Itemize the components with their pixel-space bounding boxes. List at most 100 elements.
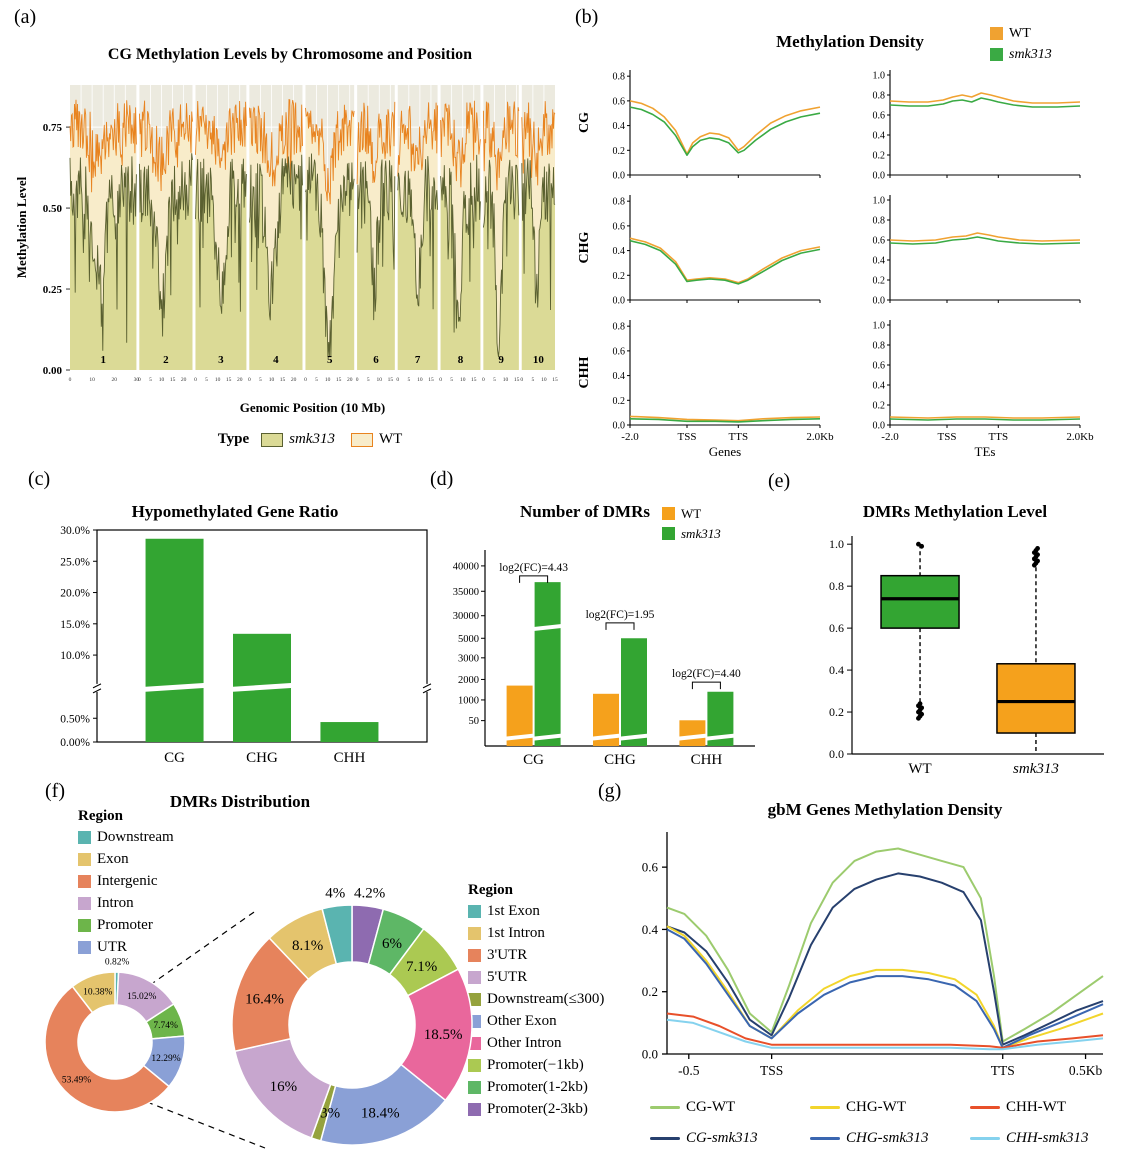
y-tick-label: 2000 [458, 675, 479, 686]
y-tick-label: 0.2 [829, 705, 844, 719]
x-tick-label: 30 [134, 377, 140, 383]
chromosome-track-7: 7 0 5 10 15 [396, 85, 439, 383]
y-tick-label: 1.0 [873, 321, 886, 332]
y-tick-label: 0.4 [613, 371, 626, 382]
x-category-label: CHG [246, 750, 278, 766]
x-tick-label: TTS [989, 431, 1009, 443]
chromosome-number: 1 [100, 354, 106, 366]
hypomethylated-gene-ratio-chart: 0.00% 0.50% 10.0% 15.0% 20.0% 25.0% 30.0% CG CHG… [60, 525, 432, 766]
x-tick-label: 10 [541, 377, 547, 383]
y-tick-label: 0.2 [613, 271, 626, 282]
y-tick-label: 0.2 [873, 276, 886, 287]
chromosome-number: 10 [533, 354, 545, 366]
outlier [916, 541, 921, 547]
panel-g-title: gbM Genes Methylation Density [767, 800, 1003, 819]
chromosome-number: 7 [415, 354, 421, 366]
legend-item: Downstream(≤300) [468, 990, 604, 1009]
legend-item: Promoter(2-3kb) [468, 1100, 604, 1119]
chromosome-number: 2 [163, 354, 169, 366]
y-tick-label: 0.50% [60, 713, 90, 725]
wt-line [521, 101, 556, 186]
x-axis-title: TEs [975, 444, 996, 459]
legend-item: Downstream [78, 828, 174, 847]
series-CHH-WT [666, 1012, 1104, 1049]
legend-label: 3'UTR [487, 947, 528, 963]
panel-d-title: Number of DMRs [519, 502, 650, 521]
legend-label: CHG-smk313 [846, 1130, 929, 1146]
chromosome-number: 5 [327, 354, 333, 366]
y-axis-title: Methylation Level [14, 176, 29, 278]
legend-item: Intron [78, 894, 174, 913]
legend-label: Intergenic [97, 873, 158, 889]
legend-label: Other Exon [487, 1013, 557, 1029]
y-tick-label: 30000 [453, 611, 479, 622]
slice-label: 15.02% [127, 992, 156, 1002]
legend-item: Promoter [78, 916, 174, 935]
legend-item: smk313 [261, 430, 335, 449]
x-tick-label: TTS [991, 1063, 1015, 1078]
legend-title: Type [217, 431, 250, 447]
slice-label: 6% [382, 936, 402, 952]
legend-items: 1st Exon 1st Intron 3'UTR 5'UTR Downstream(≤… [468, 902, 604, 1119]
legend-swatch [350, 432, 373, 447]
y-tick-label: 40000 [453, 561, 479, 572]
x-tick-label: 5 [493, 377, 496, 383]
axis-break-mark [422, 688, 432, 694]
dmr-count-legend: WT smk313 [662, 504, 721, 543]
y-tick-label: 5000 [458, 634, 479, 645]
chromosome-number: 3 [218, 354, 224, 366]
y-tick-label: 50 [469, 716, 480, 727]
bar-break [620, 733, 648, 741]
legend-swatch [78, 853, 91, 866]
legend-swatch [78, 831, 91, 844]
panel-a-title: CG Methylation Levels by Chromosome and … [107, 46, 473, 63]
legend-item: WT [662, 504, 721, 523]
small-slice-Exon [71, 971, 116, 1014]
legend-title: Region [78, 808, 123, 824]
legend-label: WT [681, 506, 702, 521]
legend-items: smk313 WT [261, 430, 402, 449]
y-tick-label: 0.4 [873, 381, 886, 392]
x-tick-label: 0 [194, 377, 197, 383]
y-tick-label: 20.0% [60, 588, 90, 600]
series-CG-WT [889, 92, 1081, 104]
legend-swatch [78, 875, 91, 888]
legend-item: 1st Exon [468, 902, 604, 921]
y-tick-label: 0.4 [642, 922, 659, 937]
y-tick-label: 1.0 [873, 71, 886, 82]
legend-item: Promoter(1-2kb) [468, 1078, 604, 1097]
y-tick-label: 0.8 [873, 216, 886, 227]
chromosome-track-6: 6 0 5 10 15 [356, 85, 396, 383]
x-category-label: CHG [604, 752, 636, 768]
slice-label: 16% [270, 1079, 298, 1095]
bar-CHH-WT [679, 720, 706, 746]
x-tick-label: 0 [439, 377, 442, 383]
series-CG-smk313 [889, 97, 1081, 108]
legend-swatch [970, 1137, 1000, 1140]
panel-c-title: Hypomethylated Gene Ratio [131, 502, 339, 521]
panel-letter-f: (f) [45, 780, 65, 802]
x-tick-label: 0 [304, 377, 307, 383]
smk313-line [305, 153, 355, 358]
smk313-area [249, 154, 303, 370]
legend-item: Promoter(−1kb) [468, 1056, 604, 1075]
smk313-area [195, 158, 247, 370]
axis-break-mark [92, 683, 102, 689]
x-tick-label: 20 [347, 377, 353, 383]
legend-swatch [468, 971, 481, 984]
smk313-line [69, 156, 137, 351]
x-tick-label: 0 [248, 377, 251, 383]
y-tick-label: 1000 [458, 695, 479, 706]
x-tick-label: TTS [729, 431, 749, 443]
slice-label: 18.4% [361, 1105, 400, 1121]
chromosome-track-8: 8 0 5 10 15 [439, 85, 481, 383]
legend-label: Other Intron [487, 1035, 562, 1051]
legend-item: CHH-WT [970, 1098, 1120, 1117]
number-of-dmrs-chart: 50 1000 2000 3000 5000 30000 35000 40000 CG CHG CH… [453, 550, 755, 768]
x-category-label: WT [908, 761, 931, 777]
y-tick-label: 0.8 [829, 579, 844, 593]
y-tick-label: 0.0 [873, 296, 886, 307]
legend-item: smk313 [990, 45, 1052, 64]
y-tick-label: 0.4 [613, 246, 626, 257]
